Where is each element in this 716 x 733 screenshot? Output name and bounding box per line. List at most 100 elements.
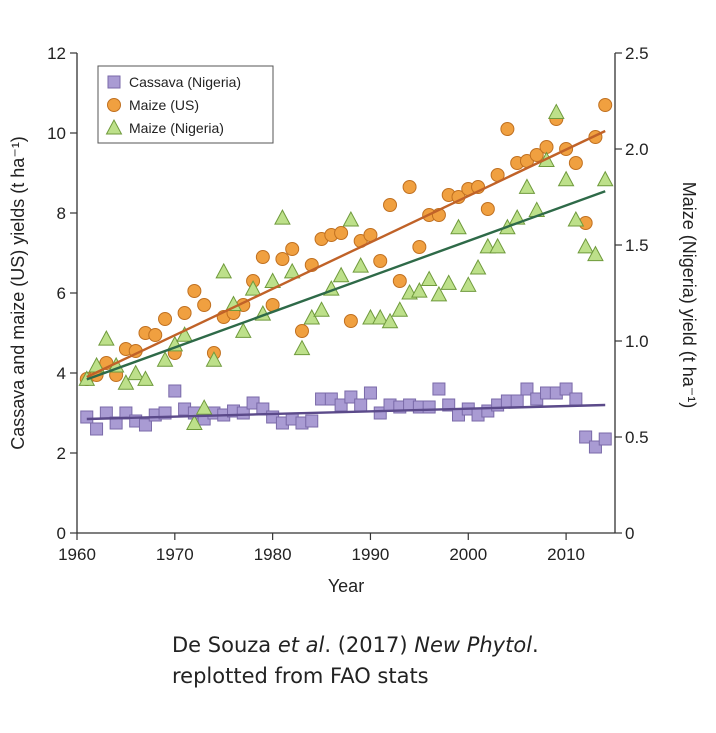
x-tick-label: 1960 [58,545,96,564]
point-maize-nigeria [137,370,154,386]
point-maize-us [500,122,515,136]
legend-label-cassava-nigeria: Cassava (Nigeria) [129,74,241,90]
trend-line-cassava-nigeria [86,403,606,421]
point-maize-us [294,324,309,338]
point-maize-nigeria [264,272,281,288]
point-maize-nigeria [156,351,174,367]
x-axis-title: Year [328,576,364,596]
y-tick-label: 10 [47,124,66,143]
y2-tick-label: 2.0 [625,140,649,159]
y-axis-ticks: 0 2 4 6 8 10 12 [47,44,77,543]
point-maize-us [412,240,427,254]
series-maize-us [79,98,613,386]
y2-tick-label: 1.5 [625,236,649,255]
y2-tick-label: 1.0 [625,332,649,351]
point-maize-nigeria [127,364,145,381]
point-maize-nigeria [244,280,262,296]
point-maize-nigeria [303,308,321,325]
yield-chart: 1960 1970 1980 1990 2000 2010 0 2 4 6 8 10 12 0 0.5 1… [8,44,699,596]
y-tick-label: 6 [57,284,66,303]
point-maize-nigeria [596,170,614,187]
point-cassava-nigeria [422,400,436,414]
citation-journal: New Phytol [414,633,533,657]
citation-authors: De Souza [172,633,278,657]
axes: 1960 1970 1980 1990 2000 2010 0 2 4 6 8 10 12 0 0.5 1… [47,44,649,564]
point-maize-us [275,252,290,266]
point-maize-us [402,180,417,194]
legend-marker-cassava-nigeria [107,75,121,89]
point-maize-nigeria [283,262,301,279]
x-tick-label: 1970 [156,545,194,564]
x-tick-label: 2010 [547,545,585,564]
point-maize-us [529,148,544,162]
point-cassava-nigeria [588,440,602,454]
point-maize-us [383,198,398,212]
point-maize-us [187,284,202,298]
point-maize-nigeria [489,237,506,254]
trend-line-maize-us [86,129,606,379]
legend-box [97,65,274,144]
point-cassava-nigeria [598,432,612,446]
point-maize-nigeria [293,339,311,356]
x-tick-label: 2000 [449,545,487,564]
citation-year: . (2017) [324,633,415,657]
point-maize-nigeria [313,301,330,317]
x-tick-label: 1980 [254,545,292,564]
point-maize-nigeria [459,276,477,292]
point-maize-nigeria [557,170,575,187]
point-cassava-nigeria [432,382,446,396]
point-cassava-nigeria [344,390,358,404]
point-cassava-nigeria [168,384,182,398]
y-axis-title: Cassava and maize (US) yields (t ha⁻¹) [8,136,28,450]
point-maize-nigeria [117,374,135,390]
point-cassava-nigeria [90,422,104,436]
point-maize-us [568,156,583,170]
point-maize-nigeria [440,274,458,290]
point-maize-nigeria [195,399,213,415]
point-maize-nigeria [205,351,223,367]
y2-tick-label: 2.5 [625,44,649,63]
y2-axis-title: Maize (Nigeria) yield (t ha⁻¹) [679,182,699,409]
citation: De Souza et al. (2017) New Phytol. replo… [172,630,692,692]
point-maize-us [343,314,358,328]
point-maize-us [158,312,173,326]
point-maize-nigeria [98,330,115,346]
point-cassava-nigeria [305,414,319,428]
legend-marker-maize-us [107,98,121,112]
point-maize-us [392,274,407,288]
point-maize-nigeria [176,326,193,342]
point-maize-nigeria [225,295,242,312]
point-maize-nigeria [342,210,360,227]
point-maize-us [255,250,270,264]
trend-line-maize-nigeria [86,190,606,381]
citation-line-2: replotted from FAO stats [172,664,429,688]
point-maize-nigeria [518,178,536,194]
point-cassava-nigeria [138,418,152,432]
point-maize-nigeria [332,266,350,283]
legend-marker-maize-nigeria [105,118,123,135]
point-maize-nigeria [430,285,448,302]
y2-axis-ticks: 0 0.5 1.0 1.5 2.0 2.5 [615,44,649,543]
point-maize-nigeria [577,237,594,254]
point-maize-us [285,242,300,256]
point-maize-nigeria [274,209,291,225]
point-maize-nigeria [420,270,438,287]
point-cassava-nigeria [510,394,524,408]
point-maize-nigeria [469,258,487,275]
x-axis-ticks: 1960 1970 1980 1990 2000 2010 [58,533,585,564]
point-maize-us [373,254,388,268]
point-cassava-nigeria [520,382,534,396]
point-maize-nigeria [547,103,565,120]
point-cassava-nigeria [363,386,377,400]
point-maize-us [177,306,192,320]
y-tick-label: 4 [57,364,66,383]
plot-area [78,98,614,454]
point-cassava-nigeria [109,416,123,430]
point-cassava-nigeria [569,392,583,406]
y2-tick-label: 0 [625,524,634,543]
citation-period: . [532,633,539,657]
point-maize-nigeria [234,322,252,338]
point-maize-us [197,298,212,312]
point-cassava-nigeria [579,430,593,444]
citation-line-1: De Souza et al. (2017) New Phytol. [172,630,692,661]
